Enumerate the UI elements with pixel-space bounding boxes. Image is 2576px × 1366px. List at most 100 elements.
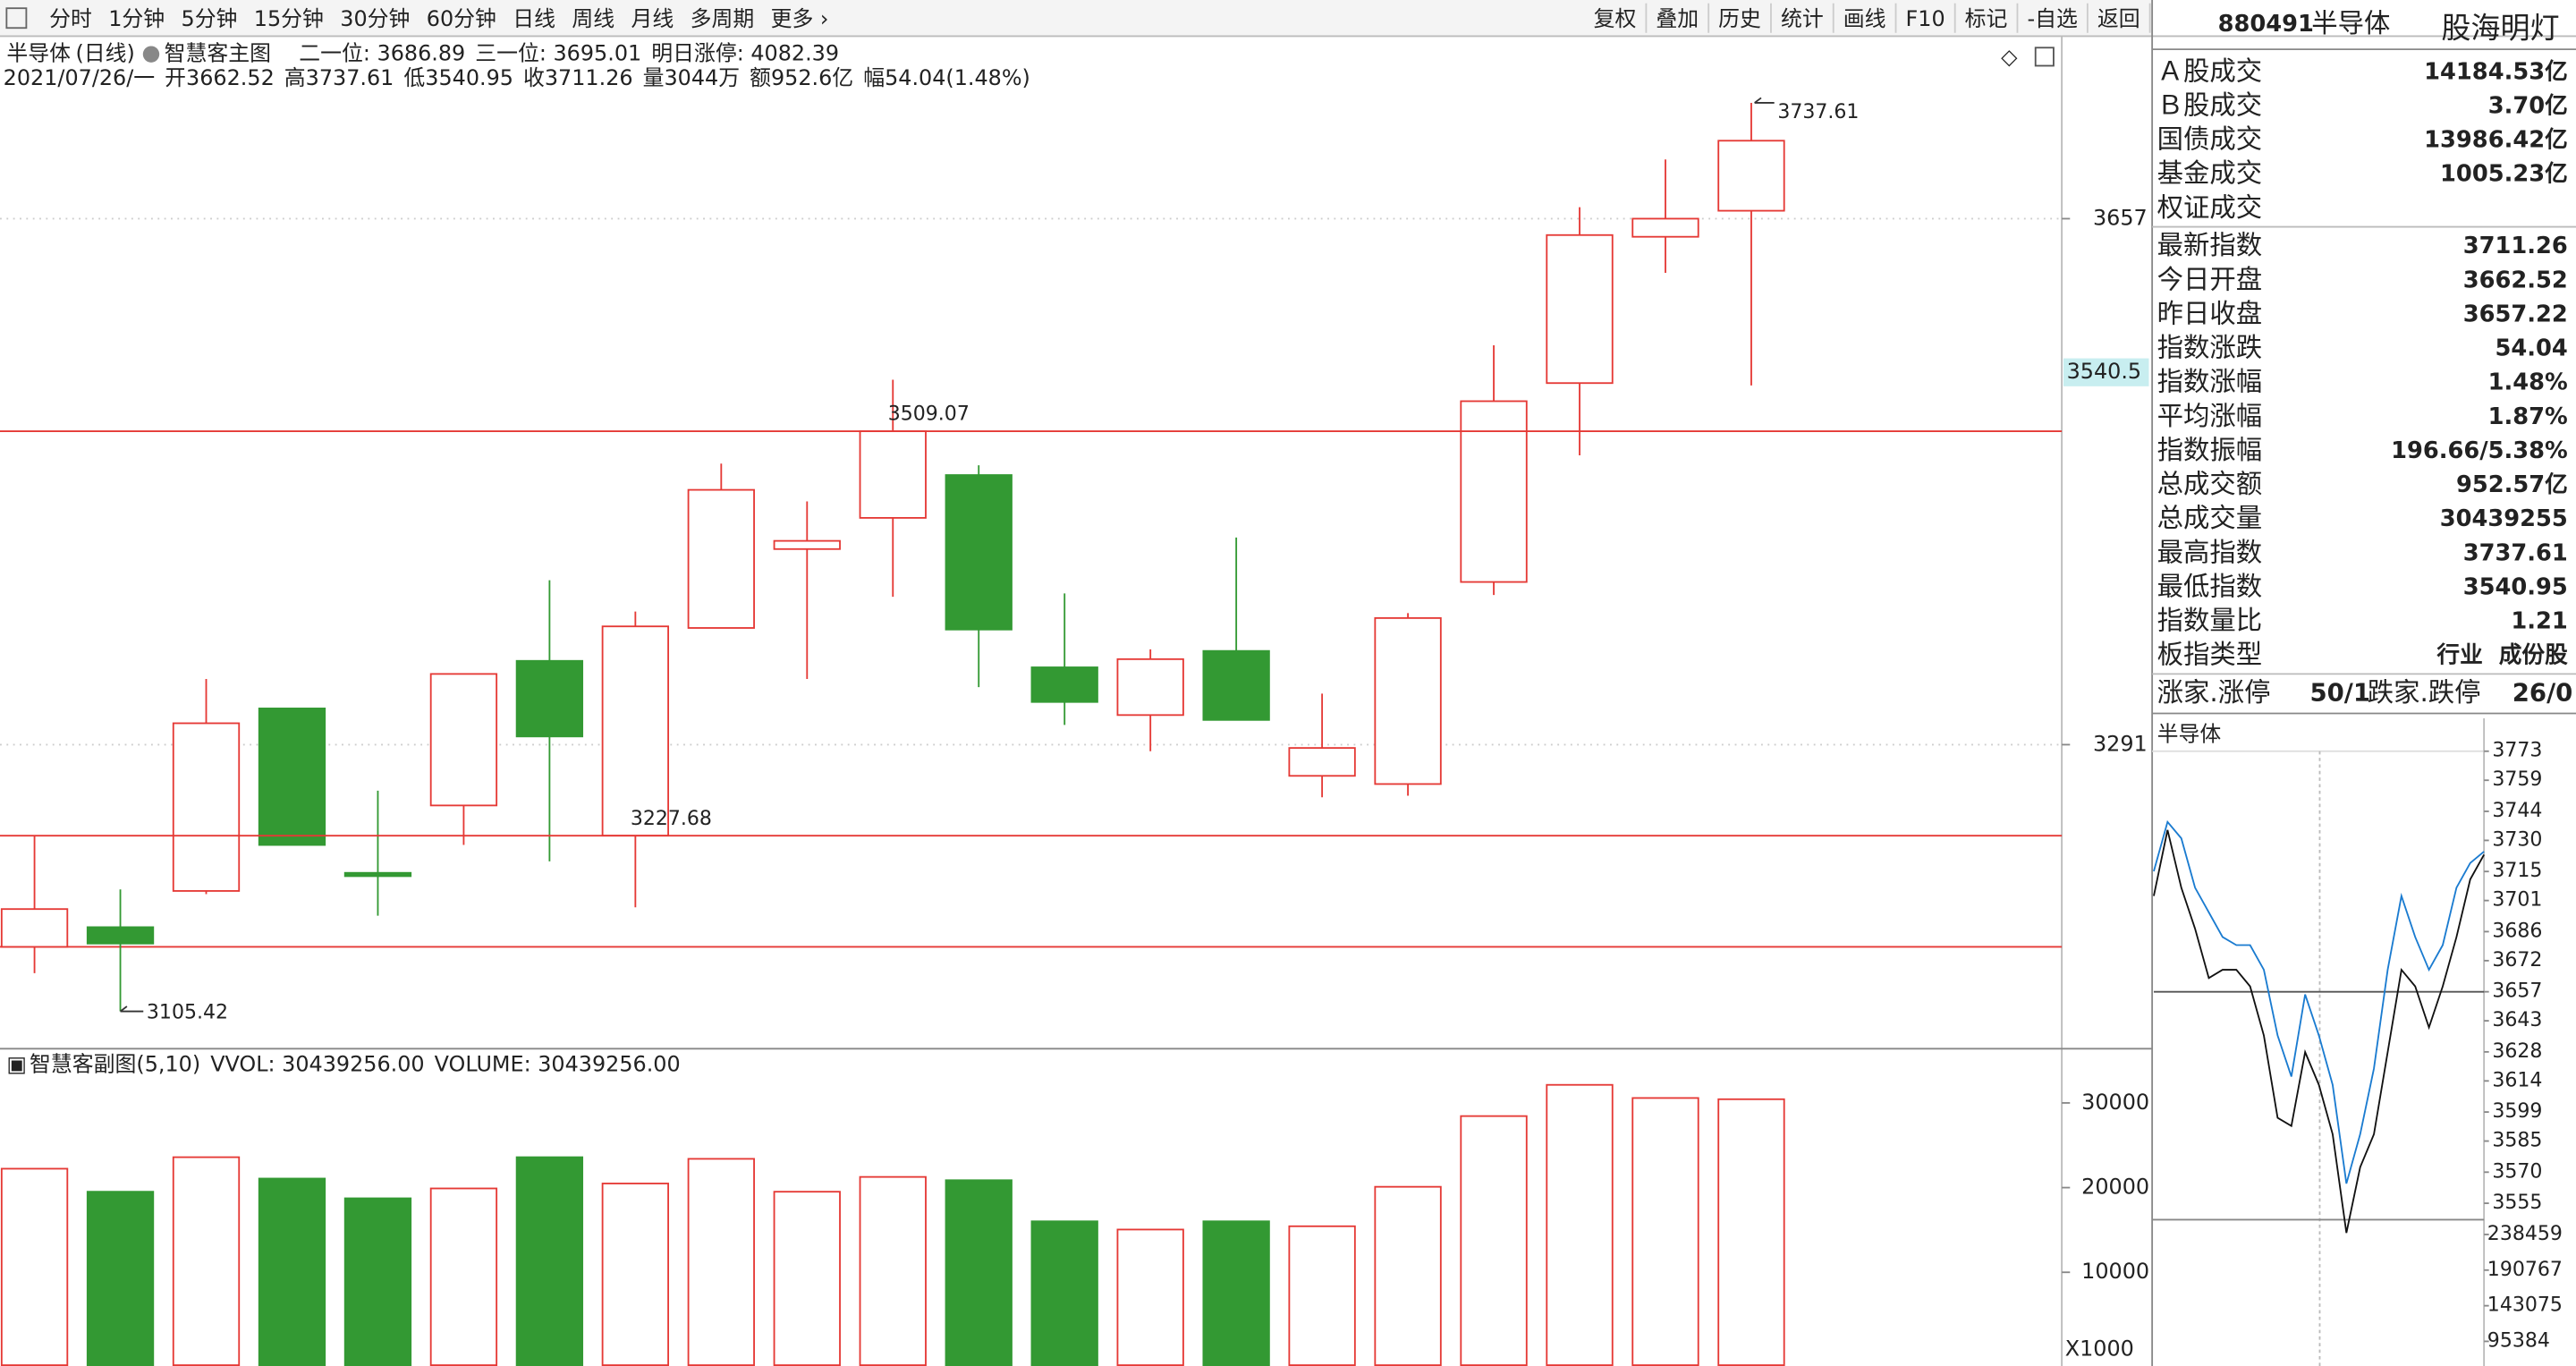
info-text: 三一位: 3695.01: [475, 41, 641, 66]
indicator-name: 智慧客主图: [165, 41, 271, 66]
tool-button[interactable]: -自选: [2027, 6, 2077, 31]
period-tab[interactable]: 周线: [572, 6, 614, 31]
tool-button[interactable]: 历史: [1718, 6, 1761, 31]
tool-button[interactable]: 叠加: [1656, 6, 1699, 31]
candle-body: [601, 625, 670, 837]
row-value: 1.48%: [2488, 369, 2568, 396]
row-value: 行业 成份股: [2436, 641, 2568, 669]
volume-bar: [343, 1197, 412, 1366]
candle-body: [258, 708, 326, 846]
volume-bar: [1116, 1228, 1184, 1366]
info-text: 明日涨停: 4082.39: [651, 41, 839, 66]
low-label: 3105.42: [147, 1001, 228, 1023]
info-text: 量3044万: [643, 65, 740, 90]
row-label: 最新指数: [2157, 230, 2262, 260]
volume-unit: X1000: [2065, 1336, 2134, 1362]
volume-bar: [515, 1156, 584, 1366]
arrow: [119, 1005, 144, 1013]
tool-button[interactable]: 统计: [1781, 6, 1824, 31]
y-tick-label: 3555: [2492, 1192, 2542, 1214]
brand: 股海明灯: [2441, 11, 2559, 46]
tool-button[interactable]: 画线: [1843, 6, 1886, 31]
intraday-line: [2153, 829, 2485, 1234]
candle-body: [687, 488, 755, 629]
index-code: 880491: [2218, 11, 2314, 38]
info-text: 智慧客副图(5,10): [30, 1052, 200, 1077]
row-value: 3737.61: [2463, 539, 2568, 566]
info-text: 低3540.95: [403, 65, 513, 90]
row-label: 平均涨幅: [2157, 401, 2262, 431]
volume-bar: [1288, 1225, 1356, 1366]
index-name: 半导体: [2311, 8, 2390, 38]
tool-button[interactable]: 复权: [1594, 6, 1637, 31]
volume-bar: [1631, 1097, 1699, 1366]
info-text: VOLUME: 30439256.00: [435, 1052, 681, 1077]
volume-bar: [773, 1191, 841, 1366]
y-tick-label: 3672: [2492, 949, 2542, 971]
y-tick-label: 20000: [2081, 1175, 2149, 1200]
row-value: 3711.26: [2463, 233, 2568, 259]
tool-button[interactable]: F10: [1906, 6, 1945, 31]
row-value: 3.70亿: [2488, 92, 2568, 119]
breadth-value: 26/0: [2512, 678, 2573, 707]
candle-body: [343, 871, 412, 878]
row-label: 板指类型: [2157, 640, 2262, 670]
period-tab[interactable]: 60分钟: [427, 6, 496, 31]
row-label: 基金成交: [2157, 158, 2262, 189]
row-value: 3540.95: [2463, 573, 2568, 600]
candle-body: [1631, 217, 1699, 238]
candle-body: [429, 673, 498, 807]
info-text: VVOL: 30439256.00: [210, 1052, 424, 1077]
mini-title: 半导体: [2157, 721, 2222, 746]
period-tab[interactable]: 15分钟: [254, 6, 324, 31]
tool-button[interactable]: 返回: [2097, 6, 2140, 31]
period-tab[interactable]: 更多 ›: [771, 6, 829, 31]
y-tick-label: 3585: [2492, 1130, 2542, 1152]
period-tab[interactable]: 1分钟: [108, 6, 165, 31]
level-label: 3227.68: [631, 808, 712, 830]
row-label: 昨日收盘: [2157, 298, 2262, 328]
volume-bar: [1030, 1220, 1098, 1366]
y-tick-label: 3291: [2093, 731, 2148, 756]
y-tick-label: 3744: [2492, 800, 2542, 822]
period-tab[interactable]: 月线: [631, 6, 674, 31]
period-tab[interactable]: 5分钟: [182, 6, 238, 31]
high-label: 3737.61: [1777, 101, 1859, 123]
cursor-label: 3540.5: [2067, 359, 2142, 384]
info-text: 幅54.04(1.48%): [863, 65, 1030, 90]
intraday-line: [2153, 819, 2485, 1184]
row-value: 13986.42亿: [2424, 127, 2568, 154]
breadth-label: 涨家.涨停: [2157, 677, 2271, 708]
volume-bar: [429, 1187, 498, 1366]
candle-body: [1546, 233, 1614, 385]
period-tab[interactable]: 日线: [513, 6, 555, 31]
period-tab[interactable]: 多周期: [691, 6, 755, 31]
volume-bar: [945, 1179, 1013, 1366]
row-value: 3657.22: [2463, 301, 2568, 327]
row-value: 1005.23亿: [2440, 161, 2568, 188]
row-value: 952.57亿: [2456, 471, 2568, 498]
volume-tick-label: 190767: [2487, 1259, 2563, 1281]
candle-body: [172, 722, 241, 892]
y-tick-label: 3759: [2492, 768, 2542, 791]
volume-bar: [0, 1167, 69, 1366]
candle-body: [1460, 400, 1528, 583]
volume-bar: [1717, 1098, 1785, 1366]
period-tab[interactable]: 分时: [49, 6, 92, 31]
y-tick-label: 3614: [2492, 1069, 2542, 1091]
y-tick-label: 3628: [2492, 1040, 2542, 1063]
info-text: 额952.6亿: [750, 65, 853, 90]
row-value: 30439255: [2440, 505, 2568, 532]
volume-bar: [687, 1158, 755, 1366]
row-label: 最低指数: [2157, 571, 2262, 601]
candle-body: [1288, 747, 1356, 777]
tool-button[interactable]: 标记: [1965, 6, 2008, 31]
candle-body: [0, 908, 69, 948]
info-text: 收3711.26: [523, 65, 633, 90]
volume-bar: [172, 1156, 241, 1366]
period-tab[interactable]: 30分钟: [340, 6, 410, 31]
sub-icon: ▣: [6, 1052, 27, 1077]
y-tick-label: 3657: [2093, 205, 2148, 230]
y-tick-label: 3657: [2492, 980, 2542, 1003]
